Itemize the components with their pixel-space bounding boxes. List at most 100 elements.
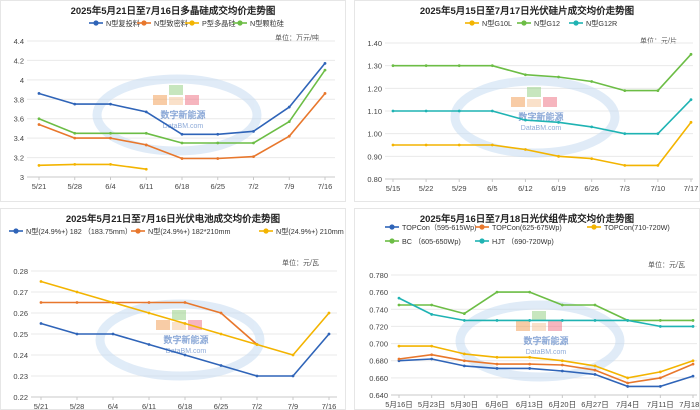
- data-point: [37, 123, 41, 126]
- legend-swatch-marker: [263, 228, 269, 234]
- legend-swatch-marker: [237, 20, 243, 26]
- x-tick-label: 6月20日: [549, 400, 577, 409]
- data-point: [626, 385, 630, 388]
- data-point: [252, 129, 255, 133]
- y-tick-label: 1.40: [367, 39, 382, 48]
- data-point: [462, 319, 466, 322]
- watermark-logo: 数字新能源 DataBM.com: [455, 300, 625, 382]
- data-point: [144, 167, 148, 171]
- series-0: [39, 322, 331, 378]
- x-tick-label: 7/17: [684, 184, 699, 193]
- x-tick-label: 6/12: [518, 184, 533, 193]
- data-point: [524, 73, 527, 77]
- unit-label: 单位：元/瓦: [648, 260, 685, 269]
- data-point: [593, 364, 597, 368]
- data-point: [560, 363, 564, 367]
- data-point: [291, 353, 295, 357]
- data-point: [593, 373, 597, 376]
- data-point: [327, 332, 331, 336]
- data-point: [219, 311, 223, 315]
- legend-label: TOPCon(625-675Wp): [492, 223, 562, 232]
- data-point: [560, 369, 564, 373]
- data-point: [691, 325, 695, 328]
- data-point: [144, 143, 148, 147]
- unit-label: 单位：元/瓦: [282, 258, 319, 267]
- x-tick-label: 5月23日: [418, 400, 446, 409]
- data-point: [658, 325, 662, 328]
- data-point: [462, 352, 466, 356]
- x-tick-label: 6/11: [139, 182, 153, 191]
- chart-panel-polysilicon: 2025年5月21日至7月16日多晶硅成交均价走势图 N型复投料 N型致密料 P型多晶…: [0, 0, 346, 202]
- x-tick-label: 7/16: [318, 182, 333, 191]
- data-point: [111, 301, 115, 304]
- data-point: [623, 164, 627, 167]
- legend-item: N型G12: [517, 19, 560, 28]
- legend-item: BC （605-650Wp): [385, 237, 461, 246]
- watermark-block: [172, 322, 186, 330]
- data-point: [144, 110, 148, 114]
- x-tick-label: 6/26: [584, 184, 599, 193]
- legend-swatch-marker: [521, 20, 527, 26]
- data-point: [147, 343, 151, 346]
- data-point: [147, 301, 151, 304]
- y-tick-label: 3.2: [14, 154, 24, 163]
- watermark-cn: 数字新能源: [518, 111, 563, 122]
- data-point: [255, 374, 259, 378]
- data-point: [391, 143, 395, 147]
- legend-swatch-marker: [479, 224, 485, 230]
- watermark-logo: 数字新能源 DataBM.com: [92, 74, 262, 156]
- data-point: [183, 322, 187, 325]
- x-tick-label: 6/18: [178, 402, 193, 409]
- data-point: [626, 376, 630, 380]
- data-point: [39, 322, 43, 325]
- data-point: [656, 164, 660, 167]
- y-tick-label: 0.28: [13, 267, 28, 276]
- data-point: [291, 374, 295, 378]
- x-tick-label: 7/2: [248, 182, 258, 191]
- series-line: [393, 121, 692, 167]
- data-point: [593, 319, 597, 322]
- unit-label: 单位：元/片: [640, 36, 677, 45]
- legend-label: N型复投料: [106, 19, 140, 28]
- data-point: [252, 141, 255, 145]
- y-tick-label: 0.640: [369, 391, 388, 400]
- series-line: [399, 291, 693, 322]
- y-tick-label: 0.740: [369, 305, 388, 314]
- legend-swatch-marker: [389, 238, 395, 244]
- y-tick-label: 3.6: [14, 115, 24, 124]
- y-tick-label: 0.660: [369, 374, 388, 383]
- x-tick-label: 5/22: [419, 184, 434, 193]
- chart-panel-module: 2025年5月16日至7月18日光伏组件成交均价走势图 TOPCon（595-61…: [354, 208, 700, 410]
- watermark-block: [185, 95, 199, 105]
- series-1: [37, 92, 327, 160]
- x-tick-label: 5月16日: [385, 400, 413, 409]
- series-1: [391, 52, 693, 92]
- data-point: [216, 157, 220, 160]
- data-point: [658, 376, 662, 380]
- watermark-block: [169, 85, 183, 95]
- data-point: [590, 80, 594, 83]
- legend-label: HJT （690-720Wp): [492, 237, 554, 246]
- data-point: [623, 132, 627, 136]
- data-point: [626, 381, 630, 385]
- data-point: [37, 117, 41, 121]
- legend-label: N型(24.9%+) 210mm: [276, 227, 344, 236]
- legend-item: HJT （690-720Wp): [475, 237, 554, 246]
- data-point: [144, 131, 148, 135]
- x-tick-label: 7/16: [322, 402, 337, 409]
- x-tick-label: 6/18: [175, 182, 190, 191]
- x-tick-label: 7/9: [288, 402, 298, 409]
- data-point: [183, 353, 187, 357]
- y-tick-label: 1.20: [367, 84, 382, 93]
- watermark-block: [516, 321, 530, 331]
- cell-chart: 2025年5月21日至7月16日光伏电池成交均价走势图 N型(24.9%+) 18…: [9, 213, 344, 409]
- series-line: [38, 163, 147, 170]
- series-line: [398, 353, 694, 384]
- data-point: [424, 64, 428, 68]
- y-tick-label: 1.30: [367, 62, 382, 71]
- legend-swatch-marker: [189, 20, 195, 26]
- data-point: [560, 359, 564, 363]
- watermark-swoosh: [92, 74, 262, 156]
- y-tick-label: 0.26: [13, 309, 28, 318]
- data-point: [495, 319, 499, 322]
